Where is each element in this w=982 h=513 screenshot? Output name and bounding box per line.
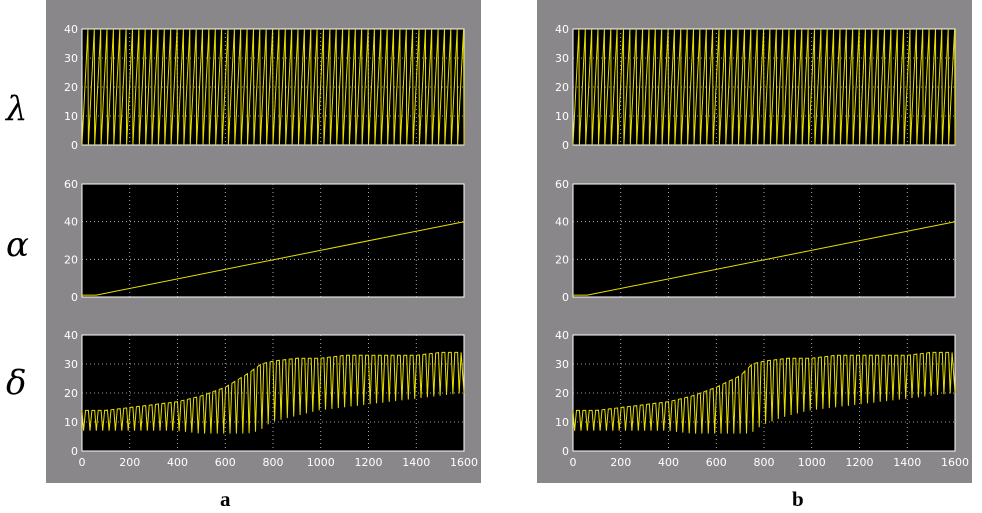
panel-a-row2-series-line — [82, 221, 465, 296]
panel-b-row3-xtick-label: 600 — [706, 456, 727, 469]
panel-b-row3-xtick-label: 1200 — [846, 456, 874, 469]
panel-a-row3-xtick-label: 200 — [119, 456, 140, 469]
panel-b: 0 10 20 30 40 0 20 40 60 0 10 20 30 40 0 200 400 600 800 10… — [537, 0, 972, 483]
panel-a-row1-ytick-label: 20 — [64, 81, 78, 94]
panel-b-row1-series-line — [572, 28, 956, 146]
panel-a-row3-xtick-label: 1600 — [450, 456, 478, 469]
panel-b-row2-ytick-label: 20 — [555, 253, 569, 266]
panel-b-row3-xtick-label: 1600 — [941, 456, 969, 469]
panel-b-row2-ytick-label: 60 — [555, 178, 569, 191]
panel-a-row3-xtick-label: 1400 — [402, 456, 430, 469]
row-label-lambda: λ — [6, 89, 28, 129]
panel-a-row3-ytick-label: 40 — [64, 329, 78, 342]
panel-b-row2-axes: 0 20 40 60 — [555, 178, 956, 304]
panel-b-row3-xtick-label: 800 — [754, 456, 775, 469]
panel-b-row1-ytick-label: 10 — [555, 110, 569, 123]
panel-a-row3-xtick-label: 800 — [263, 456, 284, 469]
panel-a-row3-xtick-label: 1200 — [355, 456, 383, 469]
panel-a-row2-ytick-label: 0 — [71, 291, 78, 304]
panel-a-row2-ytick-label: 20 — [64, 253, 78, 266]
panel-b-row2-ytick-label: 40 — [555, 216, 569, 229]
panel-b-row2-ytick-label: 0 — [562, 291, 569, 304]
caption-b: b — [792, 487, 804, 511]
panel-b-row3-xtick-label: 0 — [570, 456, 577, 469]
panel-b-row1-ytick-label: 30 — [555, 52, 569, 65]
panel-b-row3-xtick-label: 1400 — [893, 456, 921, 469]
panel-a-row3-ytick-label: 10 — [64, 416, 78, 429]
panel-a-row3-xtick-label: 0 — [79, 456, 86, 469]
row-label-delta: δ — [6, 363, 27, 403]
panel-a-row2-ytick-label: 60 — [64, 178, 78, 191]
panel-b-row1-ytick-label: 40 — [555, 23, 569, 36]
panel-b-row1-ytick-label: 0 — [562, 139, 569, 152]
panel-a-row1-series-line — [81, 28, 465, 146]
panel-a-row1-ytick-label: 10 — [64, 110, 78, 123]
panel-a-row2-axes: 0 20 40 60 — [64, 178, 465, 304]
panel-a-row1-ytick-label: 0 — [71, 139, 78, 152]
panel-b-row3-series-line — [572, 351, 956, 434]
panel-a-row3-ytick-label: 0 — [71, 445, 78, 458]
panel-b-row3-ytick-label: 10 — [555, 416, 569, 429]
panel-a-row1-axes: 0 10 20 30 40 — [64, 23, 465, 152]
panel-b-row3-xtick-label: 200 — [610, 456, 631, 469]
panel-a-row1-ytick-label: 40 — [64, 23, 78, 36]
panel-a-row3-ytick-label: 30 — [64, 358, 78, 371]
panel-a-row3-xtick-label: 400 — [167, 456, 188, 469]
panel-b-row1-axes: 0 10 20 30 40 — [555, 23, 956, 152]
panel-a-row3-ytick-label: 20 — [64, 387, 78, 400]
panel-a-row1-ytick-label: 30 — [64, 52, 78, 65]
panel-b-row3-xtick-label: 1000 — [798, 456, 826, 469]
panel-b-row1-ytick-label: 20 — [555, 81, 569, 94]
panel-a-row3-xtick-label: 1000 — [307, 456, 335, 469]
panel-a: 0 10 20 30 40 0 20 40 60 0 10 20 30 40 0 200 400 600 800 10… — [46, 0, 481, 483]
panel-b-row3-ytick-label: 40 — [555, 329, 569, 342]
caption-a: a — [220, 487, 231, 511]
panel-b-row3-ytick-label: 30 — [555, 358, 569, 371]
panel-a-row3-series-line — [81, 351, 465, 434]
panel-b-row2-series-line — [573, 221, 956, 296]
panel-a-row3-xtick-label: 600 — [215, 456, 236, 469]
panel-b-row3-ytick-label: 0 — [562, 445, 569, 458]
panel-b-row3-ytick-label: 20 — [555, 387, 569, 400]
row-label-alpha: α — [6, 225, 29, 265]
panel-a-row2-ytick-label: 40 — [64, 216, 78, 229]
panel-b-row3-xtick-label: 400 — [658, 456, 679, 469]
